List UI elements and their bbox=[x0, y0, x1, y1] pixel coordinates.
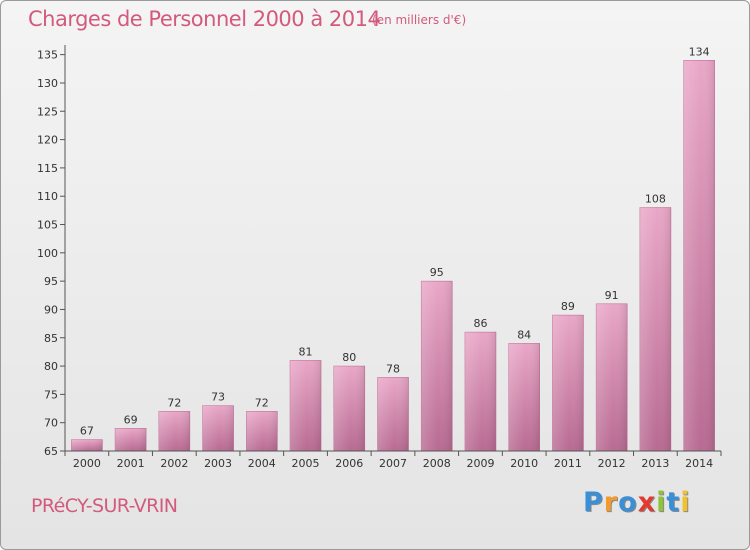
bar-2004: 72 bbox=[246, 396, 278, 452]
bar-shade bbox=[377, 377, 409, 451]
data-label: 81 bbox=[299, 345, 313, 358]
x-tick-label: 2006 bbox=[335, 457, 363, 470]
logo-letter: r bbox=[603, 487, 619, 518]
x-tick-label: 2012 bbox=[598, 457, 626, 470]
x-tick-label: 2005 bbox=[292, 457, 320, 470]
bar-shade bbox=[639, 207, 671, 451]
data-label: 73 bbox=[211, 391, 225, 404]
y-tick-label: 70 bbox=[44, 417, 58, 430]
bar-2011: 89 bbox=[552, 300, 584, 452]
y-tick-label: 85 bbox=[44, 332, 58, 345]
x-tick-label: 2010 bbox=[510, 457, 538, 470]
bar-shade bbox=[464, 332, 496, 451]
x-tick-label: 2002 bbox=[160, 457, 188, 470]
x-tick-label: 2009 bbox=[466, 457, 494, 470]
logo-letter: x bbox=[637, 487, 657, 518]
bar-shade bbox=[508, 343, 540, 451]
proxiti-logo[interactable]: Proxiti bbox=[583, 487, 691, 518]
y-tick-label: 115 bbox=[37, 162, 58, 175]
data-label: 80 bbox=[342, 351, 356, 364]
bar-shade bbox=[158, 411, 190, 451]
x-tick-label: 2014 bbox=[685, 457, 713, 470]
data-label: 108 bbox=[645, 193, 666, 206]
bar-2014: 134 bbox=[683, 45, 715, 452]
x-tick-label: 2011 bbox=[554, 457, 582, 470]
logo-letter: P bbox=[583, 487, 604, 518]
bar-shade bbox=[683, 60, 715, 451]
y-tick-label: 135 bbox=[37, 49, 58, 62]
x-tick-label: 2008 bbox=[423, 457, 451, 470]
x-tick-label: 2013 bbox=[641, 457, 669, 470]
bar-2006: 80 bbox=[333, 351, 366, 452]
x-tick-label: 2004 bbox=[248, 457, 276, 470]
data-label: 84 bbox=[517, 328, 531, 341]
y-tick-label: 125 bbox=[37, 105, 58, 118]
data-label: 78 bbox=[386, 362, 400, 375]
bar-2008: 95 bbox=[420, 266, 453, 452]
bar-shade bbox=[552, 315, 584, 451]
bar-shade bbox=[596, 303, 628, 451]
x-tick-label: 2001 bbox=[117, 457, 145, 470]
y-tick-label: 90 bbox=[44, 303, 58, 316]
logo-letter: i bbox=[680, 487, 691, 518]
bar-2003: 73 bbox=[202, 391, 234, 452]
bar-shade bbox=[71, 439, 103, 451]
x-tick-label: 2000 bbox=[73, 457, 101, 470]
logo-letter: t bbox=[666, 487, 681, 518]
y-tick-label: 75 bbox=[44, 388, 58, 401]
data-label: 95 bbox=[430, 266, 444, 279]
y-tick-label: 120 bbox=[37, 134, 58, 147]
x-tick-label: 2003 bbox=[204, 457, 232, 470]
data-label: 89 bbox=[561, 300, 575, 313]
data-label: 72 bbox=[167, 396, 181, 409]
chart-subtitle: (en milliers d'€) bbox=[372, 13, 467, 27]
bar-shade bbox=[290, 360, 322, 451]
y-tick-label: 105 bbox=[37, 219, 58, 232]
x-tick-label: 2007 bbox=[379, 457, 407, 470]
bar-shade bbox=[421, 281, 453, 451]
bar-shade bbox=[333, 366, 365, 451]
data-label: 72 bbox=[255, 396, 269, 409]
logo-letter: i bbox=[656, 487, 667, 518]
data-label: 134 bbox=[689, 45, 710, 58]
chart-title: Charges de Personnel 2000 à 2014 bbox=[28, 7, 381, 31]
y-tick-label: 100 bbox=[37, 247, 58, 260]
bar-2000: 67 bbox=[71, 425, 103, 452]
bar-2013: 108 bbox=[639, 193, 672, 452]
y-axis: 65 70 75 80 85 90 95 100 105 110 115 120 125 130 135 bbox=[37, 45, 66, 458]
bar-2007: 78 bbox=[377, 362, 409, 452]
bars: 67 69 72 73 72 81 80 78 95 86 84 89 91 108 134 bbox=[71, 45, 715, 452]
bar-2009: 86 bbox=[464, 317, 497, 452]
bar-2001: 69 bbox=[114, 413, 147, 452]
logo-letter: o bbox=[618, 487, 638, 518]
bar-shade bbox=[202, 405, 234, 451]
y-tick-label: 95 bbox=[44, 275, 58, 288]
data-label: 67 bbox=[80, 425, 94, 438]
bar-shade bbox=[115, 428, 147, 451]
data-label: 86 bbox=[473, 317, 487, 330]
bar-2002: 72 bbox=[158, 396, 191, 452]
y-tick-label: 110 bbox=[37, 190, 58, 203]
bar-2012: 91 bbox=[595, 289, 628, 452]
y-tick-label: 65 bbox=[44, 445, 58, 458]
bar-2010: 84 bbox=[508, 328, 541, 452]
x-axis: 2000 2001 2002 2003 2004 2005 2006 2007 2008 2009… bbox=[64, 450, 722, 470]
bar-shade bbox=[246, 411, 278, 451]
y-tick-label: 80 bbox=[44, 360, 58, 373]
place-name: PRéCY-SUR-VRIN bbox=[31, 495, 178, 517]
bar-2005: 81 bbox=[289, 345, 322, 452]
data-label: 69 bbox=[124, 413, 138, 426]
y-tick-label: 130 bbox=[37, 77, 58, 90]
data-label: 91 bbox=[605, 289, 619, 302]
